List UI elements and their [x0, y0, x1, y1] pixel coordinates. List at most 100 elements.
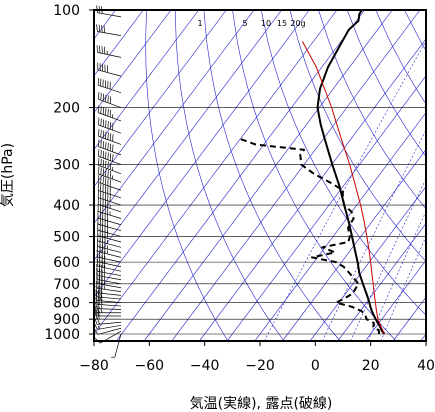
- wind-barb: [97, 190, 122, 206]
- wind-barb: [98, 166, 122, 183]
- wind-barb-flag: [100, 149, 102, 158]
- wind-barb-flag: [102, 141, 105, 149]
- wind-barb: [95, 289, 122, 300]
- wind-barb-flag: [101, 46, 103, 54]
- y-axis-title: 気圧(hPa): [0, 143, 16, 207]
- dewpoint-line: [239, 137, 380, 335]
- wind-barb: [98, 117, 122, 134]
- y-tick-label: 400: [53, 198, 80, 214]
- wind-barb-flag: [95, 285, 98, 293]
- wind-barb-flag: [96, 264, 98, 272]
- wind-barb-flag: [96, 268, 98, 276]
- wind-barb-staff: [97, 12, 122, 18]
- wind-barb-flag: [107, 95, 109, 103]
- wind-barb-flag: [95, 297, 98, 305]
- wind-barb: [96, 249, 122, 263]
- wind-barb: [97, 78, 122, 94]
- wind-barb-flag: [98, 92, 100, 100]
- wind-barb-flag: [98, 285, 100, 294]
- wind-barb-flag: [109, 133, 112, 141]
- wind-barb-flag: [97, 301, 100, 309]
- x-tick-label: −40: [190, 358, 220, 374]
- dry-adiabat-line: [260, 10, 426, 316]
- wind-barb-staff: [98, 84, 122, 94]
- wind-barb-flag: [105, 151, 107, 159]
- wind-barb-staff: [97, 308, 122, 310]
- wind-barb-flag: [98, 24, 101, 32]
- wind-barb-flag: [100, 129, 102, 138]
- mixing-ratio-labels: 1 5 10 15 20g: [197, 19, 305, 28]
- dry-adiabat-line: [346, 10, 426, 157]
- wind-barb-staff: [98, 197, 122, 206]
- isotherm-line: [94, 10, 144, 77]
- wind-barb-flag: [101, 269, 103, 277]
- wind-barb-flag: [109, 121, 112, 130]
- wind-barb-flag: [100, 140, 102, 148]
- y-tick-label: 200: [53, 101, 80, 117]
- isotherm-line: [254, 112, 426, 341]
- isotherm-line: [199, 38, 426, 341]
- wind-barb-flag: [107, 108, 109, 117]
- wind-barb-flag: [102, 150, 105, 159]
- wind-barb-flag: [109, 143, 112, 151]
- wind-barb: [94, 305, 121, 314]
- wind-barb-staff: [97, 265, 122, 272]
- wind-barb-flag: [98, 139, 100, 147]
- wind-barb-staff: [97, 287, 122, 292]
- wind-barb-flag: [103, 285, 106, 290]
- wind-barb-staff: [97, 251, 122, 258]
- wind-barb-flag: [100, 159, 102, 167]
- x-tick-label: −20: [245, 358, 275, 374]
- isotherm-line: [94, 10, 282, 261]
- series-layer: [239, 10, 386, 335]
- wind-barb-staff: [98, 135, 122, 145]
- wind-barb-flag: [98, 158, 100, 166]
- y-tick-label: 600: [53, 255, 80, 271]
- wind-barb-flag: [105, 141, 107, 150]
- dry-adiabat-line: [145, 10, 229, 341]
- wind-barb-flag: [97, 305, 100, 313]
- wind-barb-flag: [100, 290, 103, 298]
- wind-barb-flag: [98, 128, 100, 137]
- wind-barb: [96, 272, 122, 285]
- wind-barb-staff: [97, 52, 122, 58]
- wind-barb-staff: [97, 240, 122, 248]
- mixing-ratio-line: [380, 235, 426, 341]
- wind-barb: [98, 92, 122, 108]
- mixing-ratio-line: [350, 178, 426, 341]
- wind-barb-staff: [97, 69, 122, 77]
- wind-barb-flag: [100, 305, 103, 309]
- wind-barb-flag: [107, 121, 109, 129]
- wind-barb-flag: [100, 118, 102, 126]
- wind-barb-staff: [98, 98, 122, 108]
- wind-barb-flag: [107, 161, 109, 169]
- wind-barb-flag: [100, 281, 103, 290]
- wind-barb-flag: [104, 46, 106, 54]
- wind-barb-flag: [98, 281, 101, 289]
- wind-barb-flag: [100, 286, 103, 294]
- wind-barb-staff: [97, 271, 122, 276]
- wind-barb-flag: [95, 293, 98, 301]
- wind-barb-flag: [109, 153, 112, 161]
- wind-barb: [96, 264, 122, 276]
- wind-barb-flag: [101, 273, 103, 281]
- wind-barb-staff: [98, 112, 122, 122]
- isotherm-line: [226, 75, 426, 341]
- wind-barb-staff: [97, 296, 122, 300]
- wind-barb-staff: [97, 261, 122, 268]
- wind-barb-flag: [96, 276, 98, 284]
- wind-barb-staff: [97, 217, 122, 226]
- wind-barb: [111, 333, 122, 358]
- wind-barb: [97, 197, 122, 213]
- wind-barb-flag: [102, 107, 105, 115]
- wind-barb-flag: [112, 122, 114, 131]
- wind-barb-staff: [98, 190, 122, 199]
- wind-barb: [97, 244, 122, 258]
- wind-barb-staff: [97, 321, 122, 325]
- wind-barb-flag: [109, 109, 112, 118]
- wind-barb-staff: [98, 124, 122, 134]
- wind-barb-flag: [94, 308, 98, 317]
- wind-barb-staff: [98, 146, 122, 156]
- wind-barb-flag: [100, 309, 103, 313]
